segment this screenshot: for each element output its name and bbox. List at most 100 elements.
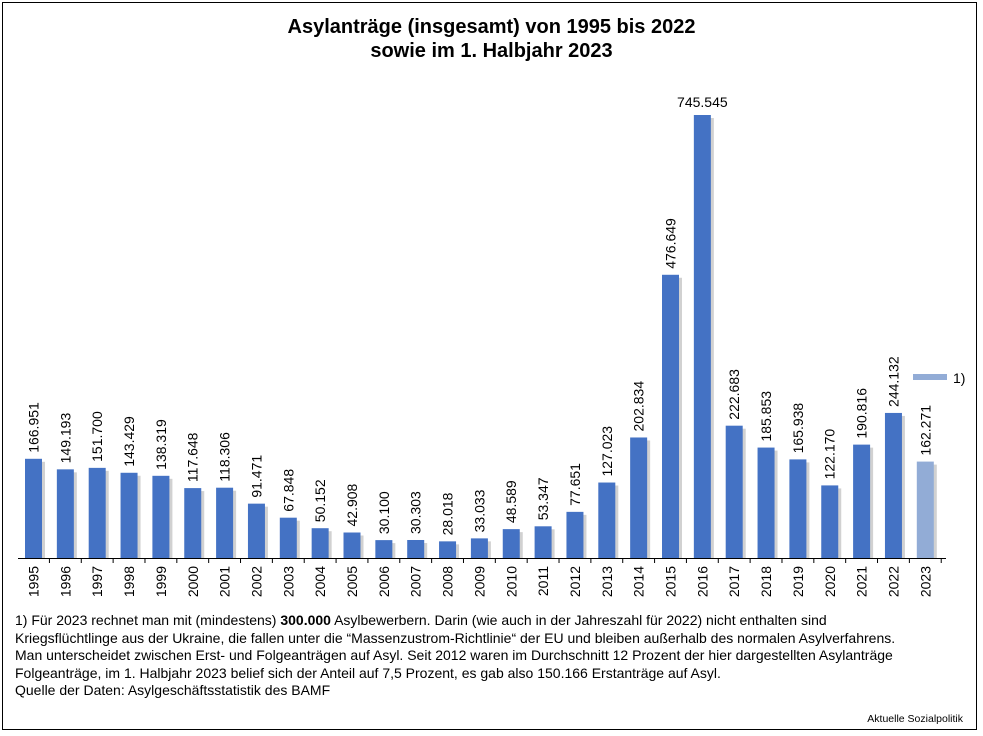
legend-label: 1) (953, 370, 965, 386)
footnote-1-end: Asylbewerbern. Darin (wie auch in der Ja… (15, 612, 896, 646)
data-label-2008: 28.018 (440, 492, 456, 535)
bar-2013 (598, 482, 616, 558)
data-label-2019: 165.938 (790, 403, 806, 454)
data-label-2005: 42.908 (344, 483, 360, 526)
bar-2022 (884, 412, 902, 558)
bar-2023 (916, 461, 934, 558)
x-tick-label-2018: 2018 (758, 566, 774, 597)
data-label-1999: 138.319 (153, 419, 169, 470)
x-tick-label-2004: 2004 (312, 566, 328, 597)
bar-2018 (757, 447, 775, 558)
bar-2010 (502, 529, 520, 558)
x-tick-label-2007: 2007 (408, 566, 424, 597)
footnote-1-bold-value: 300.000 (280, 612, 331, 628)
brand-label: Aktuelle Sozialpolitik (867, 713, 963, 725)
bar-2007 (407, 539, 425, 558)
data-label-2022: 244.132 (885, 356, 901, 407)
bar-2021 (853, 444, 871, 558)
x-tick-label-2019: 2019 (790, 566, 806, 597)
x-tick-label-1999: 1999 (153, 566, 169, 597)
data-label-2003: 67.848 (280, 469, 296, 512)
footnote-source: Quelle der Daten: Asylgeschäftsstatistik… (15, 682, 331, 698)
bar-1995 (25, 458, 42, 558)
data-label-2014: 202.834 (631, 381, 647, 432)
x-tick-label-1998: 1998 (121, 566, 137, 597)
bar-2004 (311, 528, 329, 558)
bar-2014 (630, 437, 648, 558)
x-tick-label-2006: 2006 (376, 566, 392, 597)
data-label-2020: 122.170 (822, 429, 838, 480)
data-label-1996: 149.193 (57, 413, 73, 464)
x-tick-label-2022: 2022 (885, 566, 901, 597)
x-tick-label-2020: 2020 (822, 566, 838, 597)
bar-2008 (439, 541, 457, 558)
x-tick-label-2000: 2000 (185, 566, 201, 597)
x-tick-label-2021: 2021 (854, 566, 870, 597)
data-label-2010: 48.589 (503, 480, 519, 523)
bar-2015 (662, 274, 679, 558)
bar-2019 (789, 459, 807, 558)
data-label-1997: 151.700 (89, 411, 105, 462)
bar-2005 (343, 532, 361, 558)
x-tick-label-2015: 2015 (663, 566, 679, 597)
x-tick-label-2013: 2013 (599, 566, 615, 597)
bar-2012 (566, 511, 584, 558)
data-label-2021: 190.816 (854, 388, 870, 439)
bar-2001 (216, 487, 234, 558)
footnote-1: 1) Für 2023 rechnet man mit (mindestens)… (15, 612, 915, 647)
bar-1996 (56, 469, 74, 558)
bar-2009 (470, 538, 488, 558)
x-tick-label-2001: 2001 (217, 566, 233, 597)
bar-2002 (247, 503, 265, 558)
data-label-2013: 127.023 (599, 426, 615, 477)
data-label-1998: 143.429 (121, 416, 137, 467)
data-label-1995: 166.951 (26, 402, 42, 453)
x-tick-label-1996: 1996 (57, 566, 73, 597)
data-label-2001: 118.306 (217, 432, 233, 482)
footnote-2: Man unterscheidet zwischen Erst- und Fol… (15, 647, 893, 681)
bar-2006 (375, 540, 393, 558)
x-tick-label-2017: 2017 (726, 566, 742, 597)
data-label-2004: 50.152 (312, 479, 328, 522)
data-label-2016: 745.545 (677, 94, 728, 110)
chart-title-line-1: Asylanträge (insgesamt) von 1995 bis 202… (287, 16, 696, 38)
x-tick-label-2002: 2002 (248, 566, 264, 597)
bar-2000 (184, 488, 202, 558)
x-tick-label-2005: 2005 (344, 566, 360, 597)
bar-1997 (88, 467, 106, 558)
data-label-2015: 476.649 (663, 218, 679, 269)
x-tick-label-1997: 1997 (89, 566, 105, 597)
data-label-2006: 30.100 (376, 491, 392, 534)
x-tick-label-2010: 2010 (503, 566, 519, 597)
bar-2016 (693, 115, 711, 558)
data-label-2002: 91.471 (248, 455, 264, 498)
footnotes: 1) Für 2023 rechnet man mit (mindestens)… (15, 612, 915, 700)
bar-2003 (279, 517, 297, 558)
chart-title: Asylanträge (insgesamt) von 1995 bis 202… (0, 15, 983, 63)
data-label-2023: 162.271 (917, 405, 933, 456)
legend-swatch (913, 374, 947, 380)
data-label-2011: 53.347 (535, 477, 551, 520)
bar-2011 (534, 526, 552, 558)
bar-1999 (152, 475, 170, 558)
x-tick-label-2014: 2014 (631, 566, 647, 597)
footnote-1-start: 1) Für 2023 rechnet man mit (mindestens) (15, 612, 281, 628)
chart-title-line-2: sowie im 1. Halbjahr 2023 (370, 40, 613, 62)
bar-2020 (821, 485, 839, 558)
x-tick-label-2016: 2016 (694, 566, 710, 597)
x-tick-label-1995: 1995 (26, 566, 42, 597)
data-label-2000: 117.648 (185, 432, 201, 482)
x-tick-label-2009: 2009 (471, 566, 487, 597)
x-tick-label-2023: 2023 (917, 566, 933, 597)
bar-2017 (725, 425, 743, 558)
data-label-2012: 77.651 (567, 463, 583, 506)
data-label-2018: 185.853 (758, 391, 774, 442)
x-tick-label-2008: 2008 (440, 566, 456, 597)
x-tick-label-2011: 2011 (535, 566, 551, 596)
bar-1998 (120, 472, 138, 558)
data-label-2007: 30.303 (408, 491, 424, 534)
data-label-2017: 222.683 (726, 369, 742, 420)
data-label-2009: 33.033 (471, 489, 487, 532)
